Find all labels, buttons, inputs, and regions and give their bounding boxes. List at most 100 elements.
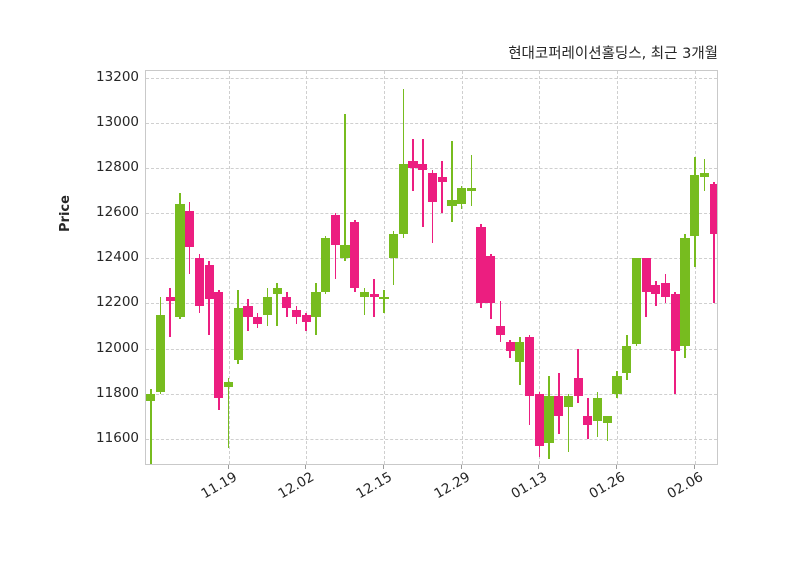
candle-wick xyxy=(383,289,385,313)
candle-body xyxy=(194,258,204,306)
candle-wick xyxy=(227,377,230,448)
candle-body xyxy=(369,294,379,297)
grid-line-horizontal xyxy=(146,213,717,215)
candle-body xyxy=(660,283,671,297)
candle-body xyxy=(515,341,525,363)
grid-line-vertical xyxy=(306,71,308,464)
grid-line-horizontal xyxy=(146,348,717,350)
y-axis-tick-label: 12400 xyxy=(96,249,139,266)
x-axis-tick-label: 01.13 xyxy=(508,469,551,503)
candle-wick xyxy=(392,231,395,286)
candle-wick xyxy=(470,154,473,207)
x-axis-tick-mark xyxy=(460,465,462,469)
candle-body xyxy=(214,292,224,399)
candle-wick xyxy=(713,181,715,304)
plot-area xyxy=(145,70,718,465)
candle-wick xyxy=(577,348,579,403)
x-axis-tick-label: 01.26 xyxy=(586,469,629,503)
candle-body xyxy=(301,314,311,322)
candle-body xyxy=(311,292,321,318)
grid-line-vertical xyxy=(383,71,385,464)
y-axis-tick-label: 12800 xyxy=(96,159,139,176)
candle-wick xyxy=(276,283,278,327)
candle-body xyxy=(641,258,651,293)
candle-body xyxy=(146,393,156,401)
candle-body xyxy=(418,163,428,171)
candle-wick xyxy=(606,416,609,442)
grid-line-horizontal xyxy=(146,303,717,305)
candlestick-series xyxy=(146,71,717,464)
y-axis-label: Price xyxy=(58,195,73,232)
x-axis-tick-mark xyxy=(305,465,307,469)
candle-body xyxy=(233,308,243,360)
x-axis-tick-mark xyxy=(382,465,384,469)
candle-body xyxy=(690,174,700,236)
grid-line-vertical xyxy=(461,71,463,464)
candle-body xyxy=(262,296,272,315)
candle-body xyxy=(427,172,438,202)
candle-body xyxy=(457,188,467,205)
candle-wick xyxy=(344,113,346,261)
candle-body xyxy=(486,256,496,304)
grid-line-vertical xyxy=(228,71,230,464)
candle-body xyxy=(437,177,447,182)
candle-body xyxy=(291,310,302,318)
candle-wick xyxy=(431,170,434,243)
candle-body xyxy=(699,172,710,178)
candle-body xyxy=(165,296,175,302)
y-axis-tick-label: 11600 xyxy=(96,429,139,446)
candle-wick xyxy=(150,389,152,464)
candle-body xyxy=(476,226,486,304)
candle-body xyxy=(389,233,399,259)
candle-body xyxy=(573,377,583,397)
candle-wick xyxy=(451,140,453,223)
y-axis-tick-label: 13000 xyxy=(96,113,139,130)
candle-body xyxy=(602,416,612,424)
candle-body xyxy=(175,204,185,317)
y-axis-tick-label: 12600 xyxy=(96,204,139,221)
candle-body xyxy=(272,287,282,295)
candle-body xyxy=(525,337,535,396)
grid-line-horizontal xyxy=(146,258,717,260)
candle-body xyxy=(379,296,389,299)
candle-body xyxy=(359,292,370,297)
grid-line-vertical xyxy=(539,71,541,464)
candle-wick xyxy=(363,287,366,315)
x-axis-tick-label: 12.29 xyxy=(431,469,473,503)
x-axis-tick-label: 12.02 xyxy=(275,469,318,503)
grid-line-horizontal xyxy=(146,122,717,124)
x-axis-tick-label: 12.15 xyxy=(353,469,395,503)
candle-wick xyxy=(421,138,424,227)
candle-body xyxy=(408,161,418,169)
candle-body xyxy=(554,396,564,417)
candle-body xyxy=(651,285,661,295)
candle-body xyxy=(622,346,632,374)
candle-body xyxy=(670,294,680,351)
grid-lines xyxy=(146,71,717,464)
candle-body xyxy=(544,396,554,444)
x-axis-tick-labels: 11.19 12.02 12.15 12.29 01.13 01.26 02.06 xyxy=(145,465,718,535)
grid-line-horizontal xyxy=(146,77,717,79)
candle-body xyxy=(398,163,408,234)
candle-body xyxy=(612,375,622,394)
grid-line-vertical xyxy=(617,71,619,464)
candle-wick xyxy=(334,213,337,279)
grid-line-horizontal xyxy=(146,438,717,440)
grid-line-vertical xyxy=(694,71,696,464)
x-axis-tick-label: 11.19 xyxy=(198,469,240,503)
chart-title: 현대코퍼레이션홀딩스, 최근 3개월 xyxy=(508,46,718,62)
x-axis-tick-mark xyxy=(616,465,618,469)
candle-body xyxy=(505,341,515,351)
candle-body xyxy=(321,238,331,293)
x-axis-tick-mark xyxy=(227,465,229,469)
candle-body xyxy=(204,265,214,299)
candle-body xyxy=(631,258,642,345)
candle-body xyxy=(330,215,340,245)
candle-wick xyxy=(441,161,443,214)
candle-wick xyxy=(499,301,502,342)
candle-body xyxy=(709,183,717,234)
grid-line-horizontal xyxy=(146,393,717,395)
y-axis-tick-label: 12000 xyxy=(96,339,139,356)
y-axis-tick-label: 13200 xyxy=(96,68,139,85)
